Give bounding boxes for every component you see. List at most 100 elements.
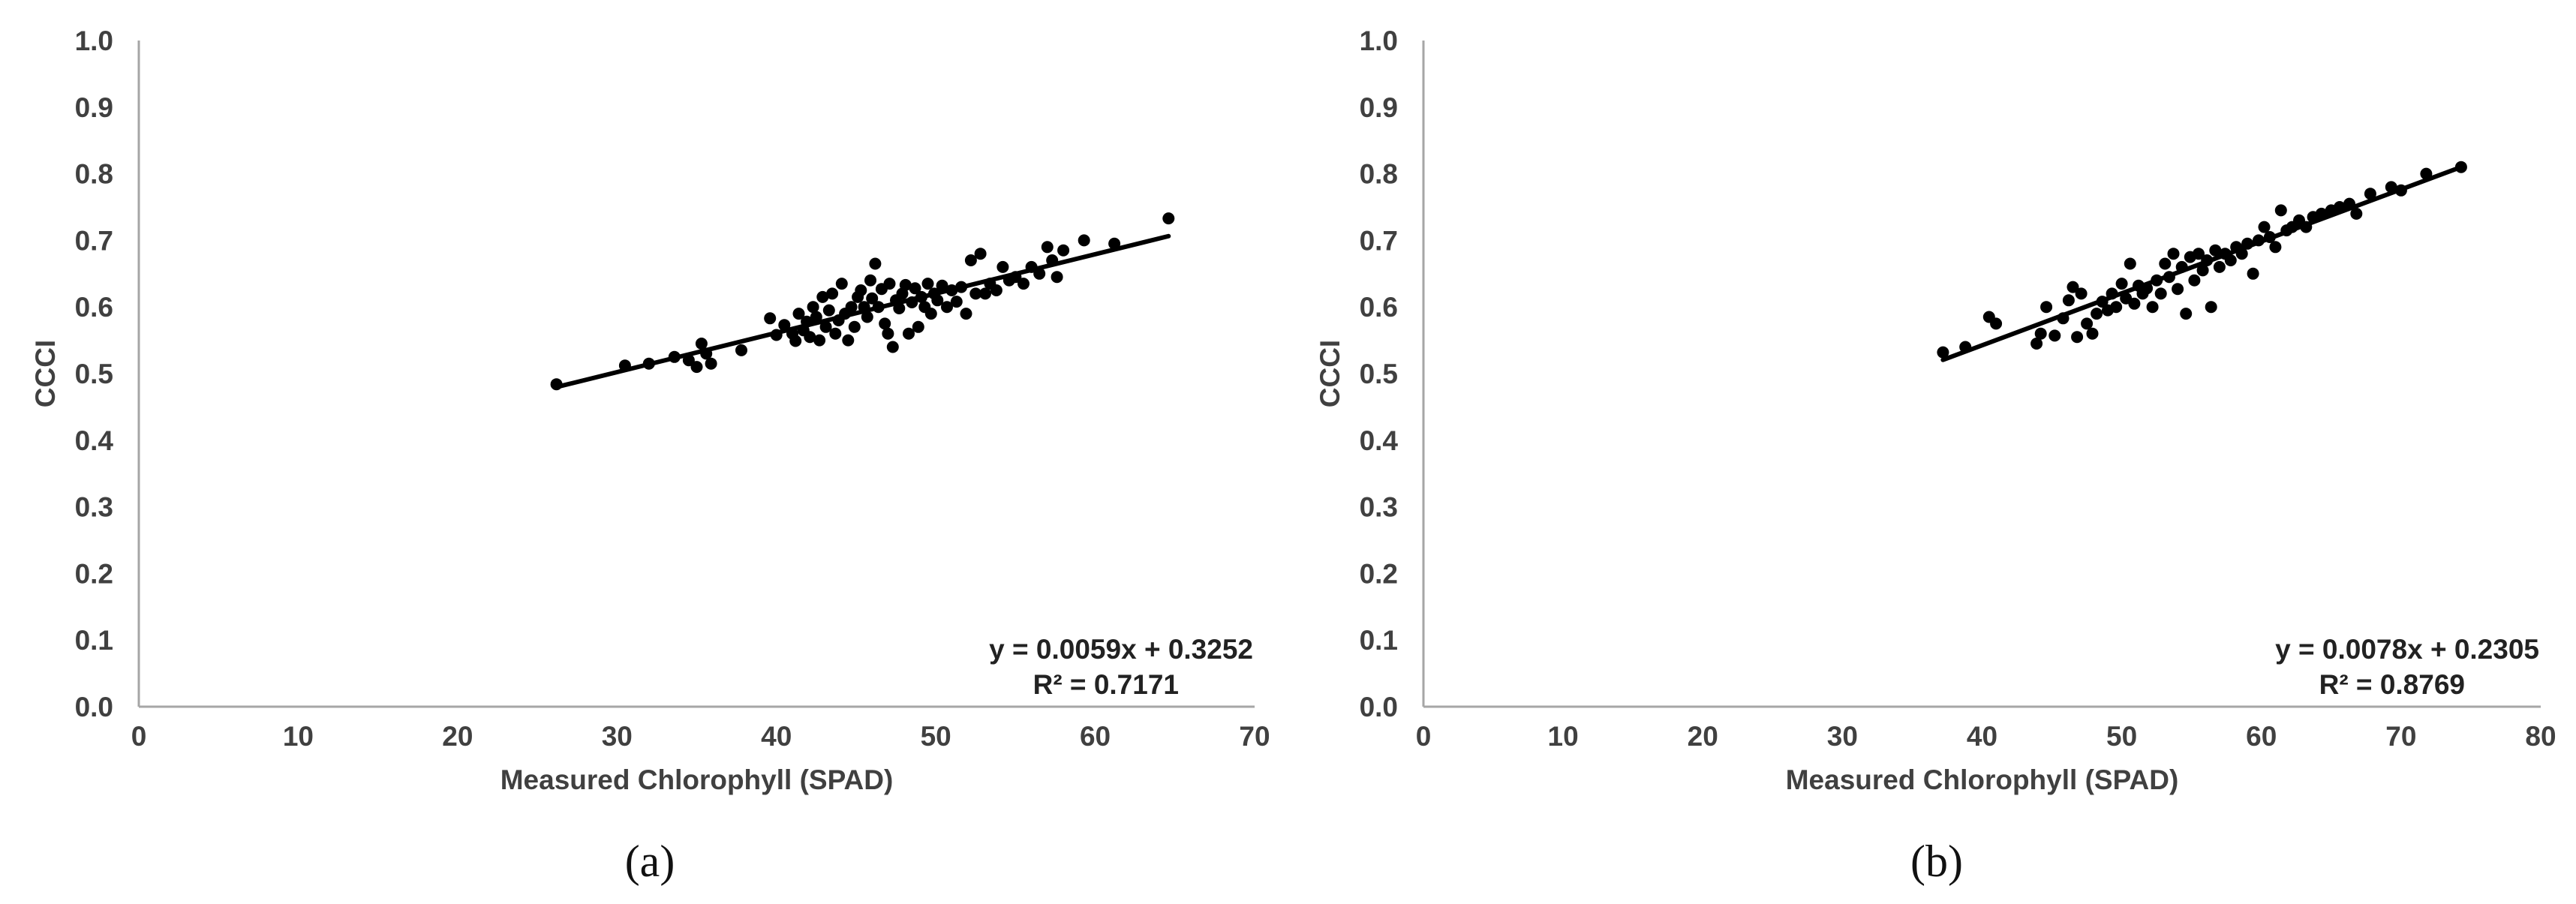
data-point (1990, 317, 2003, 330)
chart-panel-b: 0.0 0.1 0.2 0.3 0.4 0.5 0.6 0.7 0.8 0.9 1.0 0 10 20 30… (1315, 26, 2556, 886)
y-tick-label: 0.0 (75, 692, 113, 722)
data-point (855, 284, 867, 296)
data-point (2350, 207, 2363, 220)
data-point (2205, 301, 2217, 314)
y-axis-title: CCCI (30, 340, 61, 407)
y-tick-label: 0.9 (1360, 92, 1398, 123)
data-point (996, 260, 1009, 273)
data-point (864, 274, 876, 287)
data-point (883, 278, 896, 290)
data-point (909, 282, 921, 295)
x-tick-label: 10 (283, 721, 314, 752)
data-point (2075, 287, 2088, 300)
x-tick-label: 60 (2246, 721, 2277, 752)
data-point (903, 327, 915, 340)
data-point (936, 279, 948, 292)
data-point (2146, 301, 2159, 314)
data-point (950, 296, 963, 308)
data-point (869, 257, 882, 270)
data-point (2081, 317, 2094, 330)
data-point (2209, 244, 2222, 257)
y-tick-label: 0.8 (1360, 159, 1398, 190)
regression-equation: y = 0.0078x + 0.2305 (2275, 634, 2539, 665)
data-point (789, 335, 802, 347)
x-tick-label: 0 (131, 721, 147, 752)
x-tick-label: 20 (1688, 721, 1718, 752)
data-point (969, 287, 982, 300)
data-point (1017, 278, 1029, 290)
data-point (2159, 257, 2172, 270)
data-point (899, 278, 912, 291)
data-point (2180, 308, 2193, 320)
data-point (861, 311, 873, 323)
data-point (886, 341, 899, 353)
y-tick-label: 0.5 (1360, 359, 1398, 389)
x-tick-label: 0 (1416, 721, 1432, 752)
x-tick-label: 80 (2525, 721, 2556, 752)
data-point (822, 304, 835, 317)
data-point (807, 301, 819, 314)
data-point (2258, 221, 2271, 233)
data-point (882, 327, 894, 340)
y-tick-label: 1.0 (75, 26, 113, 56)
x-tick-label: 20 (442, 721, 473, 752)
data-point (705, 357, 717, 370)
trendline (554, 233, 1171, 389)
x-tick-label: 30 (1827, 721, 1858, 752)
trendline (1940, 164, 2463, 362)
data-point (912, 320, 924, 333)
data-point (1041, 241, 1054, 254)
x-axis-title: Measured Chlorophyll (SPAD) (1786, 764, 2179, 795)
data-point (804, 331, 816, 344)
data-point (2247, 267, 2259, 280)
data-point (735, 344, 747, 356)
y-tick-label: 0.7 (1360, 225, 1398, 256)
data-point (842, 334, 855, 347)
data-point (960, 308, 972, 320)
data-point (924, 308, 937, 320)
data-point (931, 294, 944, 307)
data-point (845, 301, 858, 314)
y-tick-label: 0.3 (75, 492, 113, 523)
data-point (2274, 204, 2287, 217)
data-point (695, 338, 708, 350)
r-squared-label: R² = 0.8769 (2319, 669, 2465, 700)
data-point (764, 312, 777, 325)
y-tick-label: 0.8 (75, 159, 113, 190)
chart-panel-a: 0.0 0.1 0.2 0.3 0.4 0.5 0.6 0.7 0.8 0.9 1.0 0 10 20 30… (30, 26, 1270, 886)
data-point (2269, 241, 2282, 254)
data-point (2128, 297, 2141, 310)
data-point (2213, 260, 2226, 273)
x-tick-label: 10 (1548, 721, 1579, 752)
data-point (829, 327, 842, 340)
y-tick-label: 0.4 (1360, 425, 1399, 456)
data-point (2071, 331, 2084, 344)
y-tick-label: 0.4 (75, 425, 114, 456)
data-point (2048, 329, 2061, 342)
data-point (2364, 188, 2376, 200)
data-point (964, 254, 977, 266)
x-tick-label: 50 (2106, 721, 2137, 752)
r-squared-label: R² = 0.7171 (1033, 669, 1179, 700)
y-tick-label: 0.2 (1360, 558, 1398, 589)
data-point (2193, 248, 2205, 260)
y-tick-label: 0.5 (75, 359, 113, 389)
y-axis-title: CCCI (1315, 340, 1345, 407)
y-tick-label: 0.2 (75, 558, 113, 589)
x-tick-label: 70 (2385, 721, 2416, 752)
data-point (2086, 327, 2099, 340)
data-point (792, 308, 805, 320)
data-point (2188, 274, 2201, 287)
data-point (1162, 212, 1175, 225)
data-point (826, 287, 839, 300)
data-point (848, 320, 861, 333)
data-point (2224, 254, 2237, 266)
data-point (835, 278, 848, 290)
data-point (1078, 234, 1090, 247)
x-tick-label: 70 (1239, 721, 1270, 752)
data-point (2091, 308, 2103, 320)
data-point (813, 334, 826, 347)
data-point (1051, 271, 1063, 284)
data-point (979, 287, 991, 300)
